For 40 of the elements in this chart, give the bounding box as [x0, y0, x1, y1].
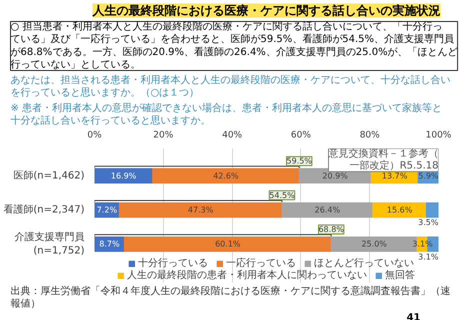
bar	[118, 202, 282, 218]
x-tick-label: 0%	[87, 130, 102, 140]
text: ※ 患者・利用者本人の意思が確認できない場合は、患者・利用者本人の意思に基づいて家族等と十分な話し合いを行っていると思いますか。	[10, 102, 442, 126]
source-note: 出典：厚生労働省「令和４年度人生の最終段階における医療・ケアに関する意識調査報告書」（速報値）	[10, 284, 450, 310]
x-tick-label: 80%	[360, 130, 380, 140]
x-tick-label: 40%	[222, 130, 243, 140]
data-label: 5.9%	[418, 171, 439, 180]
bar	[281, 202, 374, 218]
x-tick-label: 100%	[426, 130, 452, 140]
annotation: 68.8%	[318, 224, 344, 234]
bar	[152, 168, 300, 184]
x-tick-label: 60%	[290, 130, 312, 140]
data-label: 3.5%	[418, 218, 439, 228]
legend-label: 無回答	[385, 269, 415, 282]
annotation: 59.5%	[286, 156, 312, 166]
data-label: 16.9%	[110, 171, 137, 180]
legend-label: 人生の最終段階の患者・利用者本人に関わっていない	[127, 268, 367, 282]
legend-label: 十分行っている	[138, 256, 208, 270]
x-tick-label: 20%	[153, 130, 174, 140]
data-label: 13.7%	[382, 171, 408, 180]
y-tick-label: 看護師(n=2,347)	[3, 204, 85, 216]
data-label: 60.1%	[215, 240, 241, 249]
data-label: 26.4%	[314, 206, 340, 215]
data-label: 7.2%	[96, 206, 118, 215]
chart-title: 人生の最終段階における医療・ケアに関する話し合いの実施状況	[92, 4, 440, 18]
y-tick-label: 医師(n=1,462)	[13, 169, 85, 182]
bar	[426, 202, 438, 218]
data-label: 25.0%	[361, 240, 388, 249]
data-label: 15.6%	[386, 206, 413, 215]
data-label: 8.7%	[99, 240, 120, 249]
legend-label: 一応行っている	[226, 256, 296, 270]
legend-label: ほとんど行っていない	[314, 257, 414, 270]
y-tick-label: 介護支援専門員 (n=1,752)	[14, 231, 85, 256]
data-label: 42.6%	[213, 171, 240, 180]
data-label: 3.1%	[418, 252, 439, 262]
chart-subtitle: あなたは、担当される患者・利用者本人と人生の最終段階の医療・ケアについて、十分な話し合いを行っていると思いますか。（○は１つ）	[10, 74, 450, 98]
bar	[94, 168, 154, 184]
bar	[124, 236, 332, 252]
data-label: 47.3%	[188, 206, 214, 215]
data-label: 20.9%	[322, 171, 348, 180]
